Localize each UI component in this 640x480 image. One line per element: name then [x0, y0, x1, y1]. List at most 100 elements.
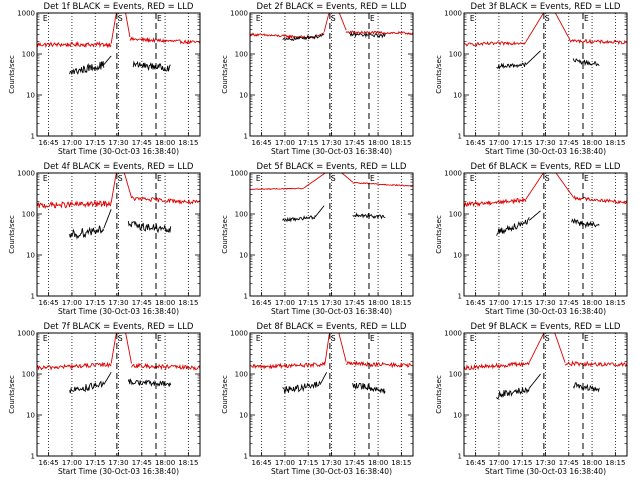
y-axis-label: Counts/sec	[8, 55, 16, 94]
interval-marker-label: E	[370, 14, 375, 23]
y-tick-label: 1	[244, 293, 248, 301]
lld-series-line	[324, 13, 331, 32]
interval-marker-label: E	[43, 174, 48, 183]
y-tick-label: 10	[453, 252, 462, 260]
y-tick-label: 100	[448, 211, 461, 219]
x-tick-label: 18:15	[392, 299, 412, 307]
x-tick-label: 17:15	[512, 299, 532, 307]
lld-series-line	[110, 173, 118, 203]
lld-series-line	[525, 173, 546, 200]
plot-frame	[249, 332, 414, 457]
y-axis-label: Counts/sec	[435, 215, 443, 254]
interval-marker-label: E	[157, 174, 162, 183]
chart-panel: Det 7f BLACK = Events, RED = LLD 16:45 17:…	[0, 320, 213, 480]
lld-series-line	[110, 333, 118, 364]
x-tick-label: 16:45	[465, 459, 485, 467]
lld-series-line	[123, 173, 132, 198]
chart-title: Det 1f BLACK = Events, RED = LLD	[44, 2, 194, 12]
chart-panel: Det 8f BLACK = Events, RED = LLD 16:45 17:…	[213, 320, 426, 480]
x-tick-label: 17:30	[322, 299, 342, 307]
x-tick-label: 17:30	[322, 139, 342, 147]
plot-frame	[36, 172, 201, 297]
lld-series-line	[572, 195, 627, 205]
interval-marker-label: S	[545, 14, 550, 23]
data-series-group	[37, 13, 200, 75]
x-tick-label: 17:00	[275, 459, 295, 467]
x-tick-label: 17:30	[108, 459, 128, 467]
x-tick-label: 18:00	[368, 459, 388, 467]
x-tick-label: 17:45	[558, 459, 578, 467]
chart-panel: Det 1f BLACK = Events, RED = LLD 16:45 17:…	[0, 0, 213, 160]
x-tick-label: 17:45	[132, 459, 152, 467]
plot-frame	[249, 172, 414, 297]
lld-series-line	[338, 173, 354, 183]
y-axis-label: Counts/sec	[8, 375, 16, 414]
x-tick-label: 17:00	[275, 299, 295, 307]
x-axis-label: Start Time (30-Oct-03 16:38:40)	[58, 467, 179, 476]
x-axis-label: Start Time (30-Oct-03 16:38:40)	[271, 467, 392, 476]
y-tick-label: 1000	[17, 170, 35, 178]
interval-marker-label: E	[256, 174, 261, 183]
x-axis-label: Start Time (30-Oct-03 16:38:40)	[271, 147, 392, 156]
x-tick-label: 18:00	[368, 139, 388, 147]
chart-title: Det 2f BLACK = Events, RED = LLD	[257, 2, 407, 12]
lld-series-line	[525, 13, 546, 42]
y-tick-label: 100	[22, 211, 35, 219]
x-tick-label: 18:00	[155, 139, 175, 147]
lld-series-line	[352, 181, 414, 187]
interval-marker-label: E	[584, 174, 589, 183]
x-tick-label: 16:45	[465, 139, 485, 147]
x-axis-label: Start Time (30-Oct-03 16:38:40)	[485, 467, 606, 476]
x-tick-label: 17:00	[62, 299, 82, 307]
chart-panel: Det 5f BLACK = Events, RED = LLD 16:45 17:…	[213, 160, 426, 320]
interval-marker-label: E	[470, 174, 475, 183]
interval-marker-label: E	[43, 334, 48, 343]
lld-series-line	[110, 13, 118, 44]
events-series-line	[525, 50, 541, 65]
y-tick-label: 1	[244, 453, 248, 461]
interval-marker-label: E	[370, 174, 375, 183]
x-tick-label: 17:15	[512, 139, 532, 147]
x-tick-label: 17:15	[85, 459, 105, 467]
chart-panel: Det 9f BLACK = Events, RED = LLD 16:45 17:…	[427, 320, 640, 480]
plot-frame	[249, 12, 414, 137]
events-series-line	[495, 387, 530, 400]
interval-marker-label: E	[370, 334, 375, 343]
x-tick-label: 17:45	[558, 299, 578, 307]
x-tick-label: 17:30	[535, 299, 555, 307]
x-tick-label: 17:45	[345, 459, 365, 467]
events-series-line	[132, 60, 171, 72]
x-tick-label: 17:45	[132, 299, 152, 307]
data-series-group	[463, 173, 627, 236]
y-tick-label: 10	[26, 252, 35, 260]
x-tick-label: 17:15	[298, 299, 318, 307]
chart-title: Det 9f BLACK = Events, RED = LLD	[470, 322, 620, 332]
x-tick-label: 18:15	[605, 459, 625, 467]
lld-series-line	[463, 196, 526, 208]
interval-marker-label: E	[157, 14, 162, 23]
interval-marker-label: E	[470, 334, 475, 343]
y-axis-label: Counts/sec	[8, 215, 16, 254]
lld-series-line	[528, 333, 546, 363]
y-tick-label: 1	[244, 133, 248, 141]
events-series-line	[495, 217, 530, 236]
y-tick-label: 1	[457, 133, 461, 141]
x-axis-label: Start Time (30-Oct-03 16:38:40)	[58, 307, 179, 316]
lld-series-line	[324, 333, 331, 364]
events-series-line	[69, 225, 105, 240]
y-tick-label: 1000	[231, 10, 249, 18]
x-tick-label: 18:00	[582, 139, 602, 147]
lld-series-line	[553, 333, 566, 363]
interval-marker-label: E	[256, 334, 261, 343]
x-tick-label: 18:15	[178, 299, 198, 307]
chart-panel: Det 4f BLACK = Events, RED = LLD 16:45 17:…	[0, 160, 213, 320]
x-tick-label: 17:15	[298, 459, 318, 467]
y-axis-label: Counts/sec	[435, 375, 443, 414]
lld-series-line	[124, 13, 131, 38]
data-series-group	[37, 173, 200, 240]
x-tick-label: 17:45	[558, 139, 578, 147]
